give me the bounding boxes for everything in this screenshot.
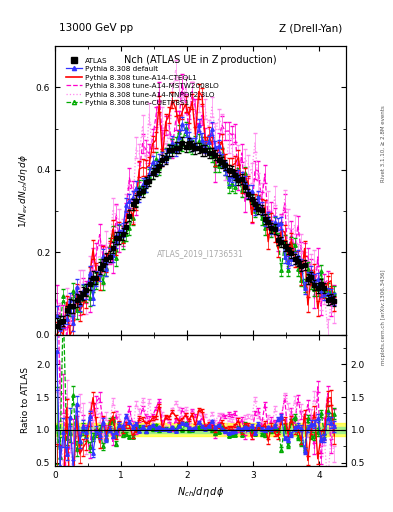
Y-axis label: Ratio to ATLAS: Ratio to ATLAS (21, 367, 30, 433)
Bar (55, 423, 346, 436)
X-axis label: $N_{ch}/d\eta\,d\phi$: $N_{ch}/d\eta\,d\phi$ (177, 485, 224, 499)
Text: mcplots.cern.ch [arXiv:1306.3436]: mcplots.cern.ch [arXiv:1306.3436] (381, 270, 386, 365)
Text: Rivet 3.1.10, ≥ 2.8M events: Rivet 3.1.10, ≥ 2.8M events (381, 105, 386, 182)
Bar (55, 426, 346, 433)
Text: ATLAS_2019_I1736531: ATLAS_2019_I1736531 (157, 249, 244, 259)
Legend: ATLAS, Pythia 8.308 default, Pythia 8.308 tune-A14-CTEQL1, Pythia 8.308 tune-A14: ATLAS, Pythia 8.308 default, Pythia 8.30… (64, 55, 220, 108)
Y-axis label: $1/N_{ev}\,dN_{ch}/d\eta\,d\phi$: $1/N_{ev}\,dN_{ch}/d\eta\,d\phi$ (17, 153, 30, 227)
Text: Z (Drell-Yan): Z (Drell-Yan) (279, 23, 342, 33)
Text: Nch (ATLAS UE in Z production): Nch (ATLAS UE in Z production) (124, 55, 277, 65)
Text: 13000 GeV pp: 13000 GeV pp (59, 23, 133, 33)
